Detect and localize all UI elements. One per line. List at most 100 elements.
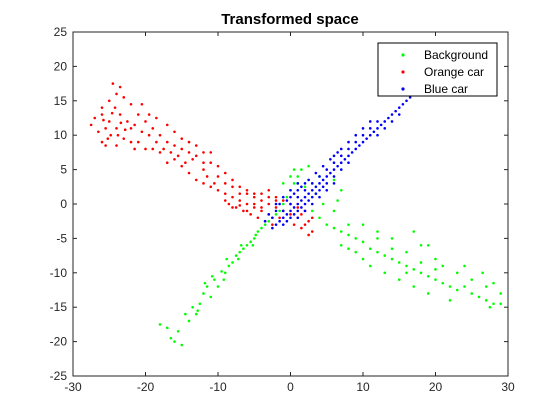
- point-blue-car: [296, 182, 300, 185]
- point-orange-car: [216, 188, 220, 192]
- point-orange-car: [249, 213, 252, 216]
- point-background: [426, 274, 430, 278]
- point-blue-car: [325, 175, 329, 178]
- point-background: [383, 271, 387, 275]
- point-background: [173, 340, 176, 343]
- point-blue-car: [271, 226, 274, 230]
- point-background: [231, 261, 234, 264]
- point-orange-car: [202, 151, 205, 154]
- point-orange-car: [223, 199, 227, 202]
- point-orange-car: [173, 130, 176, 134]
- point-blue-car: [318, 195, 321, 199]
- point-orange-car: [107, 99, 111, 103]
- point-orange-car: [173, 157, 176, 161]
- point-background: [325, 223, 329, 226]
- point-orange-car: [267, 202, 271, 206]
- point-blue-car: [332, 154, 336, 158]
- point-orange-car: [310, 216, 314, 220]
- point-orange-car: [238, 185, 242, 189]
- point-orange-car: [278, 216, 281, 220]
- point-blue-car: [325, 182, 329, 185]
- point-background: [222, 278, 226, 281]
- point-blue-car: [394, 109, 397, 113]
- point-background: [339, 230, 343, 233]
- legend-label-background: Background: [424, 48, 488, 62]
- point-background: [426, 243, 430, 247]
- point-background: [492, 302, 495, 306]
- point-blue-car: [263, 219, 267, 223]
- point-background: [332, 178, 336, 182]
- point-background: [361, 223, 365, 226]
- y-tick-label: -25: [50, 369, 68, 383]
- point-blue-car: [368, 120, 372, 123]
- point-orange-car: [136, 140, 140, 144]
- point-orange-car: [307, 233, 310, 237]
- point-orange-car: [260, 192, 263, 195]
- point-orange-car: [242, 209, 245, 213]
- point-orange-car: [245, 188, 249, 192]
- point-background: [205, 285, 209, 288]
- point-orange-car: [113, 106, 117, 109]
- point-orange-car: [110, 111, 114, 115]
- point-background: [368, 264, 372, 268]
- point-blue-car: [289, 216, 292, 220]
- point-background: [347, 223, 350, 226]
- point-orange-car: [122, 137, 126, 140]
- point-background: [441, 264, 445, 268]
- point-background: [448, 299, 452, 302]
- y-tick-label: -20: [50, 335, 68, 349]
- point-blue-car: [318, 182, 321, 185]
- point-background: [237, 257, 240, 261]
- point-blue-car: [274, 202, 278, 206]
- point-blue-car: [296, 188, 300, 192]
- point-background: [274, 213, 278, 216]
- point-background: [256, 230, 260, 233]
- point-blue-car: [310, 195, 314, 199]
- point-background: [292, 168, 296, 171]
- point-orange-car: [162, 147, 165, 151]
- point-blue-car: [387, 116, 390, 120]
- point-orange-car: [187, 171, 191, 175]
- point-orange-car: [140, 130, 144, 134]
- point-orange-car: [227, 202, 231, 206]
- point-orange-car: [252, 192, 256, 195]
- point-blue-car: [307, 199, 310, 202]
- point-orange-car: [165, 161, 169, 165]
- point-orange-car: [129, 127, 133, 130]
- point-blue-car: [405, 99, 408, 103]
- point-blue-car: [354, 133, 358, 137]
- point-background: [278, 209, 281, 213]
- point-orange-car: [102, 118, 105, 122]
- point-orange-car: [209, 161, 213, 165]
- x-tick-label: 10: [356, 380, 370, 394]
- point-orange-car: [271, 223, 274, 226]
- point-blue-car: [329, 157, 332, 161]
- point-orange-car: [136, 113, 140, 116]
- point-orange-car: [173, 144, 176, 147]
- point-background: [249, 240, 252, 244]
- point-orange-car: [202, 168, 205, 171]
- point-background: [191, 305, 194, 309]
- point-blue-car: [354, 147, 358, 151]
- point-background: [165, 326, 169, 330]
- point-background: [220, 270, 223, 273]
- point-blue-car: [281, 195, 285, 199]
- point-background: [390, 257, 394, 261]
- point-orange-car: [194, 144, 198, 147]
- point-background: [412, 285, 416, 288]
- point-blue-car: [390, 120, 394, 123]
- point-orange-car: [231, 178, 234, 182]
- chart-title: Transformed space: [221, 11, 359, 28]
- point-orange-car: [245, 202, 249, 206]
- point-orange-car: [140, 102, 144, 106]
- point-orange-car: [194, 154, 198, 158]
- point-background: [361, 240, 365, 244]
- point-blue-car: [285, 219, 289, 223]
- point-background: [332, 209, 336, 213]
- point-orange-car: [144, 120, 147, 123]
- point-background: [289, 175, 292, 178]
- point-background: [225, 257, 228, 261]
- point-blue-car: [347, 140, 350, 144]
- point-orange-car: [202, 182, 205, 185]
- point-blue-car: [307, 178, 310, 182]
